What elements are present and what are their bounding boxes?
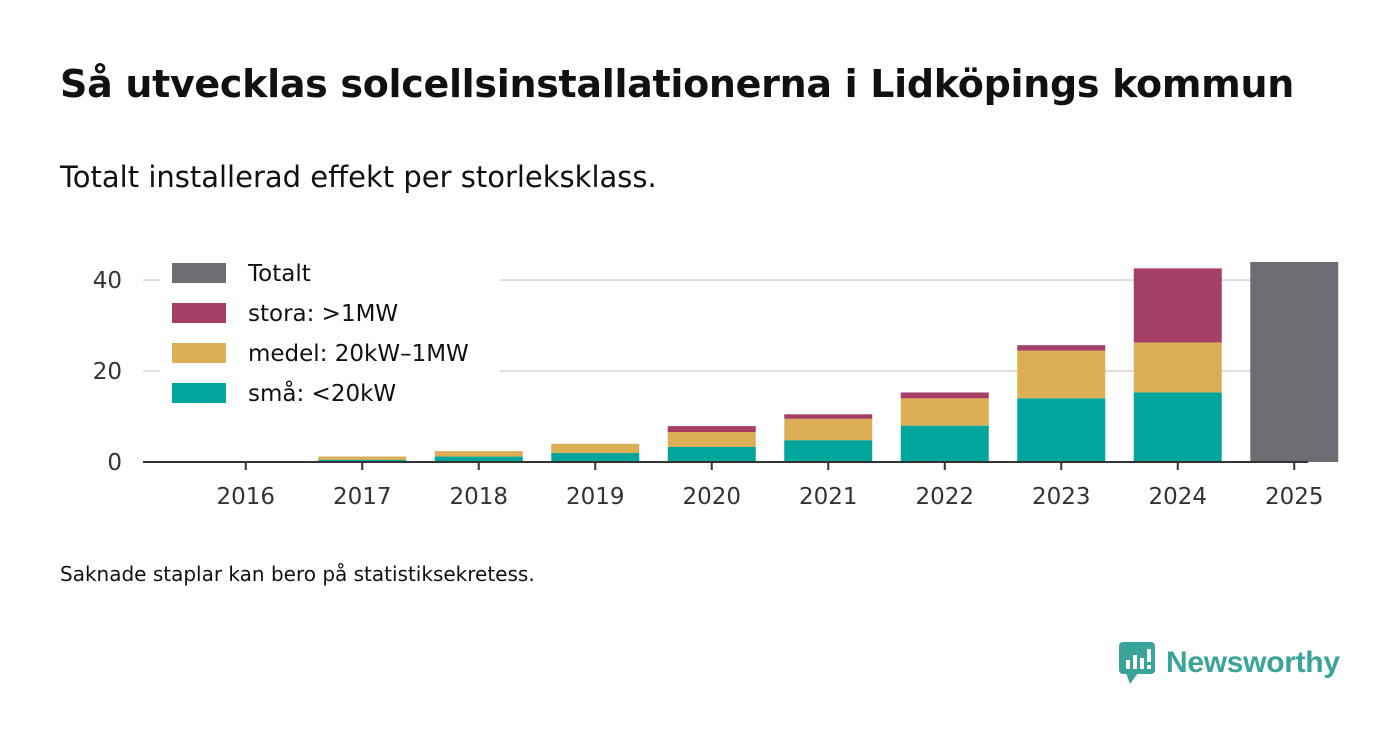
brand-name: Newsworthy bbox=[1166, 646, 1340, 679]
x-tick-label: 2025 bbox=[1265, 484, 1324, 510]
bar-segment bbox=[318, 459, 407, 462]
footnote: Saknade staplar kan bero på statistiksek… bbox=[60, 562, 535, 586]
bar-segment bbox=[434, 456, 523, 462]
bar-segment bbox=[1017, 398, 1106, 462]
legend-label: stora: >1MW bbox=[248, 301, 398, 327]
x-tick-label: 2016 bbox=[216, 484, 275, 510]
x-tick-label: 2022 bbox=[915, 484, 974, 510]
bar-segment bbox=[1133, 268, 1222, 343]
legend-swatch bbox=[172, 383, 226, 403]
x-tick-label: 2017 bbox=[333, 484, 392, 510]
bar-segment bbox=[1017, 350, 1106, 399]
bar-segment bbox=[1250, 262, 1339, 462]
bar-segment bbox=[784, 414, 873, 419]
bar-segment bbox=[667, 447, 756, 462]
brand-logo: Newsworthy bbox=[1118, 641, 1340, 685]
bar-segment bbox=[1017, 345, 1106, 351]
x-tick-label: 2021 bbox=[799, 484, 858, 510]
bar-segment bbox=[1133, 342, 1222, 393]
x-tick-label: 2018 bbox=[449, 484, 508, 510]
legend-label: medel: 20kW–1MW bbox=[248, 341, 469, 367]
bar-segment bbox=[551, 443, 640, 453]
bar-segment bbox=[1133, 392, 1222, 462]
x-tick-label: 2023 bbox=[1032, 484, 1091, 510]
chart-subtitle: Totalt installerad effekt per storlekskl… bbox=[60, 160, 657, 194]
legend-swatch bbox=[172, 343, 226, 363]
bar-segment bbox=[900, 398, 989, 426]
bar-segment bbox=[434, 451, 523, 457]
legend-label: små: <20kW bbox=[248, 379, 396, 407]
x-tick-label: 2019 bbox=[566, 484, 625, 510]
legend-label: Totalt bbox=[247, 261, 311, 287]
y-tick-label: 20 bbox=[93, 359, 122, 385]
bar-segment bbox=[318, 456, 407, 460]
x-tick-label: 2024 bbox=[1148, 484, 1207, 510]
y-tick-label: 40 bbox=[93, 268, 122, 294]
bars bbox=[201, 262, 1339, 462]
bar-segment bbox=[667, 426, 756, 432]
bar-segment bbox=[551, 452, 640, 462]
newsworthy-logo-icon bbox=[1119, 642, 1155, 684]
chart-title: Så utvecklas solcellsinstallationerna i … bbox=[60, 62, 1294, 106]
bar-segment bbox=[784, 440, 873, 462]
bar-segment bbox=[900, 392, 989, 399]
legend-swatch bbox=[172, 263, 226, 283]
legend-swatch bbox=[172, 303, 226, 323]
legend: Totalt stora: >1MW medel: 20kW–1MW små: <20… bbox=[160, 254, 500, 416]
y-tick-label: 0 bbox=[107, 450, 122, 476]
axes: 0 20 40 2016 2017 2018 2019 2020 2021 2022 2023 202… bbox=[93, 268, 1324, 510]
bar-segment bbox=[784, 418, 873, 441]
x-tick-label: 2020 bbox=[682, 484, 741, 510]
bar-segment bbox=[667, 432, 756, 447]
bar-segment bbox=[900, 425, 989, 462]
